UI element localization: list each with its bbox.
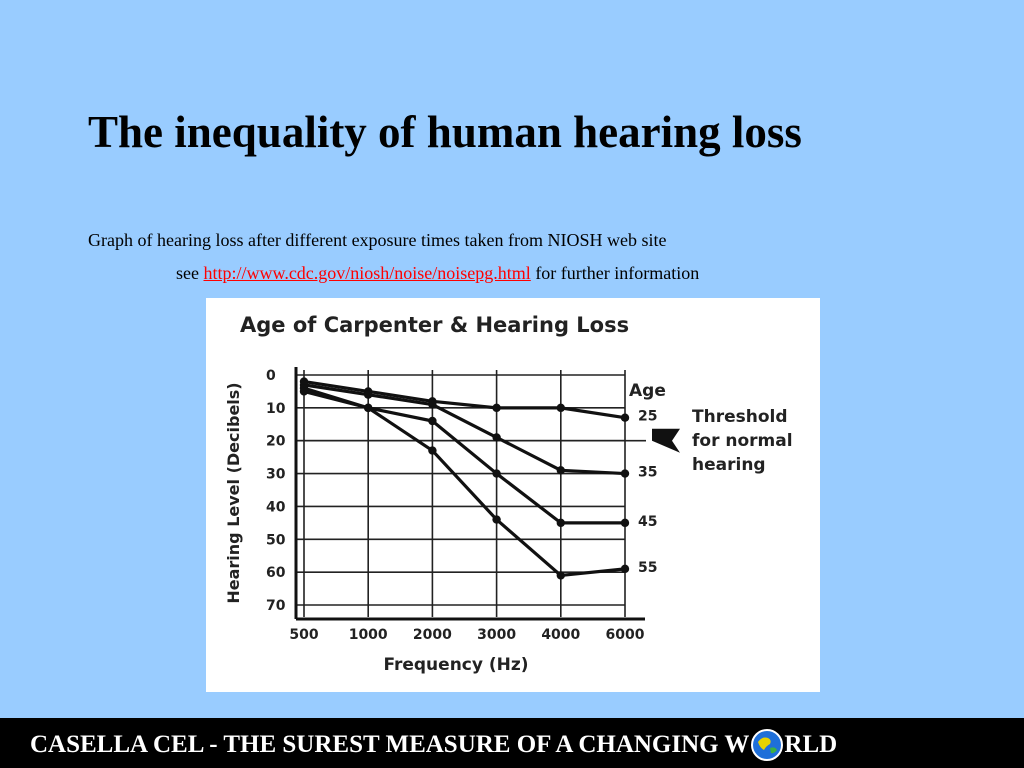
x-tick-label: 2000: [413, 627, 452, 643]
y-tick-label: 70: [266, 598, 286, 614]
x-tick-label: 4000: [541, 627, 580, 643]
chart-title: Age of Carpenter & Hearing Loss: [240, 313, 629, 337]
globe-icon: [751, 729, 784, 761]
data-point: [556, 571, 565, 580]
data-point: [556, 518, 565, 528]
footer-bar: CASELLA CEL - THE SUREST MEASURE OF A CH…: [0, 718, 1024, 768]
x-tick-label: 6000: [606, 627, 645, 643]
footer-text-end: RLD: [784, 731, 838, 758]
data-point: [428, 446, 437, 455]
caption-link-line: see http://www.cdc.gov/niosh/noise/noise…: [176, 263, 699, 284]
hearing-loss-chart: Age of Carpenter & Hearing Loss 0 10 20 30 4…: [224, 313, 793, 675]
y-tick-label: 40: [266, 499, 286, 515]
data-point: [428, 400, 437, 409]
threshold-label-line: for normal: [692, 431, 793, 451]
data-point: [428, 416, 437, 426]
threshold-annotation: Threshold for normal hearing: [652, 407, 793, 475]
y-tick-label: 50: [266, 532, 286, 548]
data-point: [364, 390, 373, 399]
slide-title: The inequality of human hearing loss: [88, 107, 802, 157]
niosh-link[interactable]: http://www.cdc.gov/niosh/noise/noisepg.h…: [203, 263, 531, 283]
data-point: [620, 564, 630, 574]
x-tick-label: 1000: [349, 627, 388, 643]
footer-text-start: CASELLA CEL - THE SUREST MEASURE OF A CH…: [30, 731, 750, 758]
threshold-arrow-icon: [652, 428, 680, 453]
series-label: 35: [638, 465, 657, 481]
caption-see: see: [176, 263, 199, 283]
legend-title: Age: [629, 381, 666, 401]
data-point: [620, 413, 630, 422]
y-tick-label: 0: [266, 368, 276, 384]
series-label: 45: [638, 514, 657, 530]
chart-panel: Age of Carpenter & Hearing Loss 0 10 20 30 4…: [206, 298, 820, 692]
data-point: [492, 433, 501, 442]
caption-source: Graph of hearing loss after different ex…: [88, 230, 667, 250]
series-line-25: [303, 379, 626, 420]
footer-text: CASELLA CEL - THE SUREST MEASURE OF A CH…: [30, 728, 837, 762]
series-line-55: [303, 389, 626, 578]
x-tick-label: 500: [289, 627, 318, 643]
data-point: [492, 403, 501, 413]
data-point: [620, 469, 630, 478]
chart-series: [299, 377, 630, 580]
data-point: [620, 518, 630, 528]
data-point: [492, 469, 501, 478]
series-line-35: [303, 383, 626, 476]
y-tick-label: 60: [266, 565, 286, 581]
caption-further-info: for further information: [530, 263, 700, 283]
y-tick-label: 30: [266, 467, 286, 483]
series-label: 25: [638, 409, 657, 425]
data-point: [556, 403, 565, 413]
threshold-label-line: hearing: [692, 455, 766, 475]
x-axis-label: Frequency (Hz): [383, 655, 528, 675]
threshold-label-line: Threshold: [692, 407, 788, 427]
data-point: [299, 387, 309, 396]
series-label: 55: [638, 560, 657, 576]
data-point: [556, 466, 565, 475]
data-point: [364, 403, 373, 413]
chart-axes: [294, 367, 645, 621]
y-tick-label: 10: [266, 401, 286, 417]
y-axis-label: Hearing Level (Decibels): [224, 382, 243, 603]
y-tick-label: 20: [266, 434, 286, 450]
data-point: [492, 515, 501, 524]
x-tick-label: 3000: [477, 627, 516, 643]
